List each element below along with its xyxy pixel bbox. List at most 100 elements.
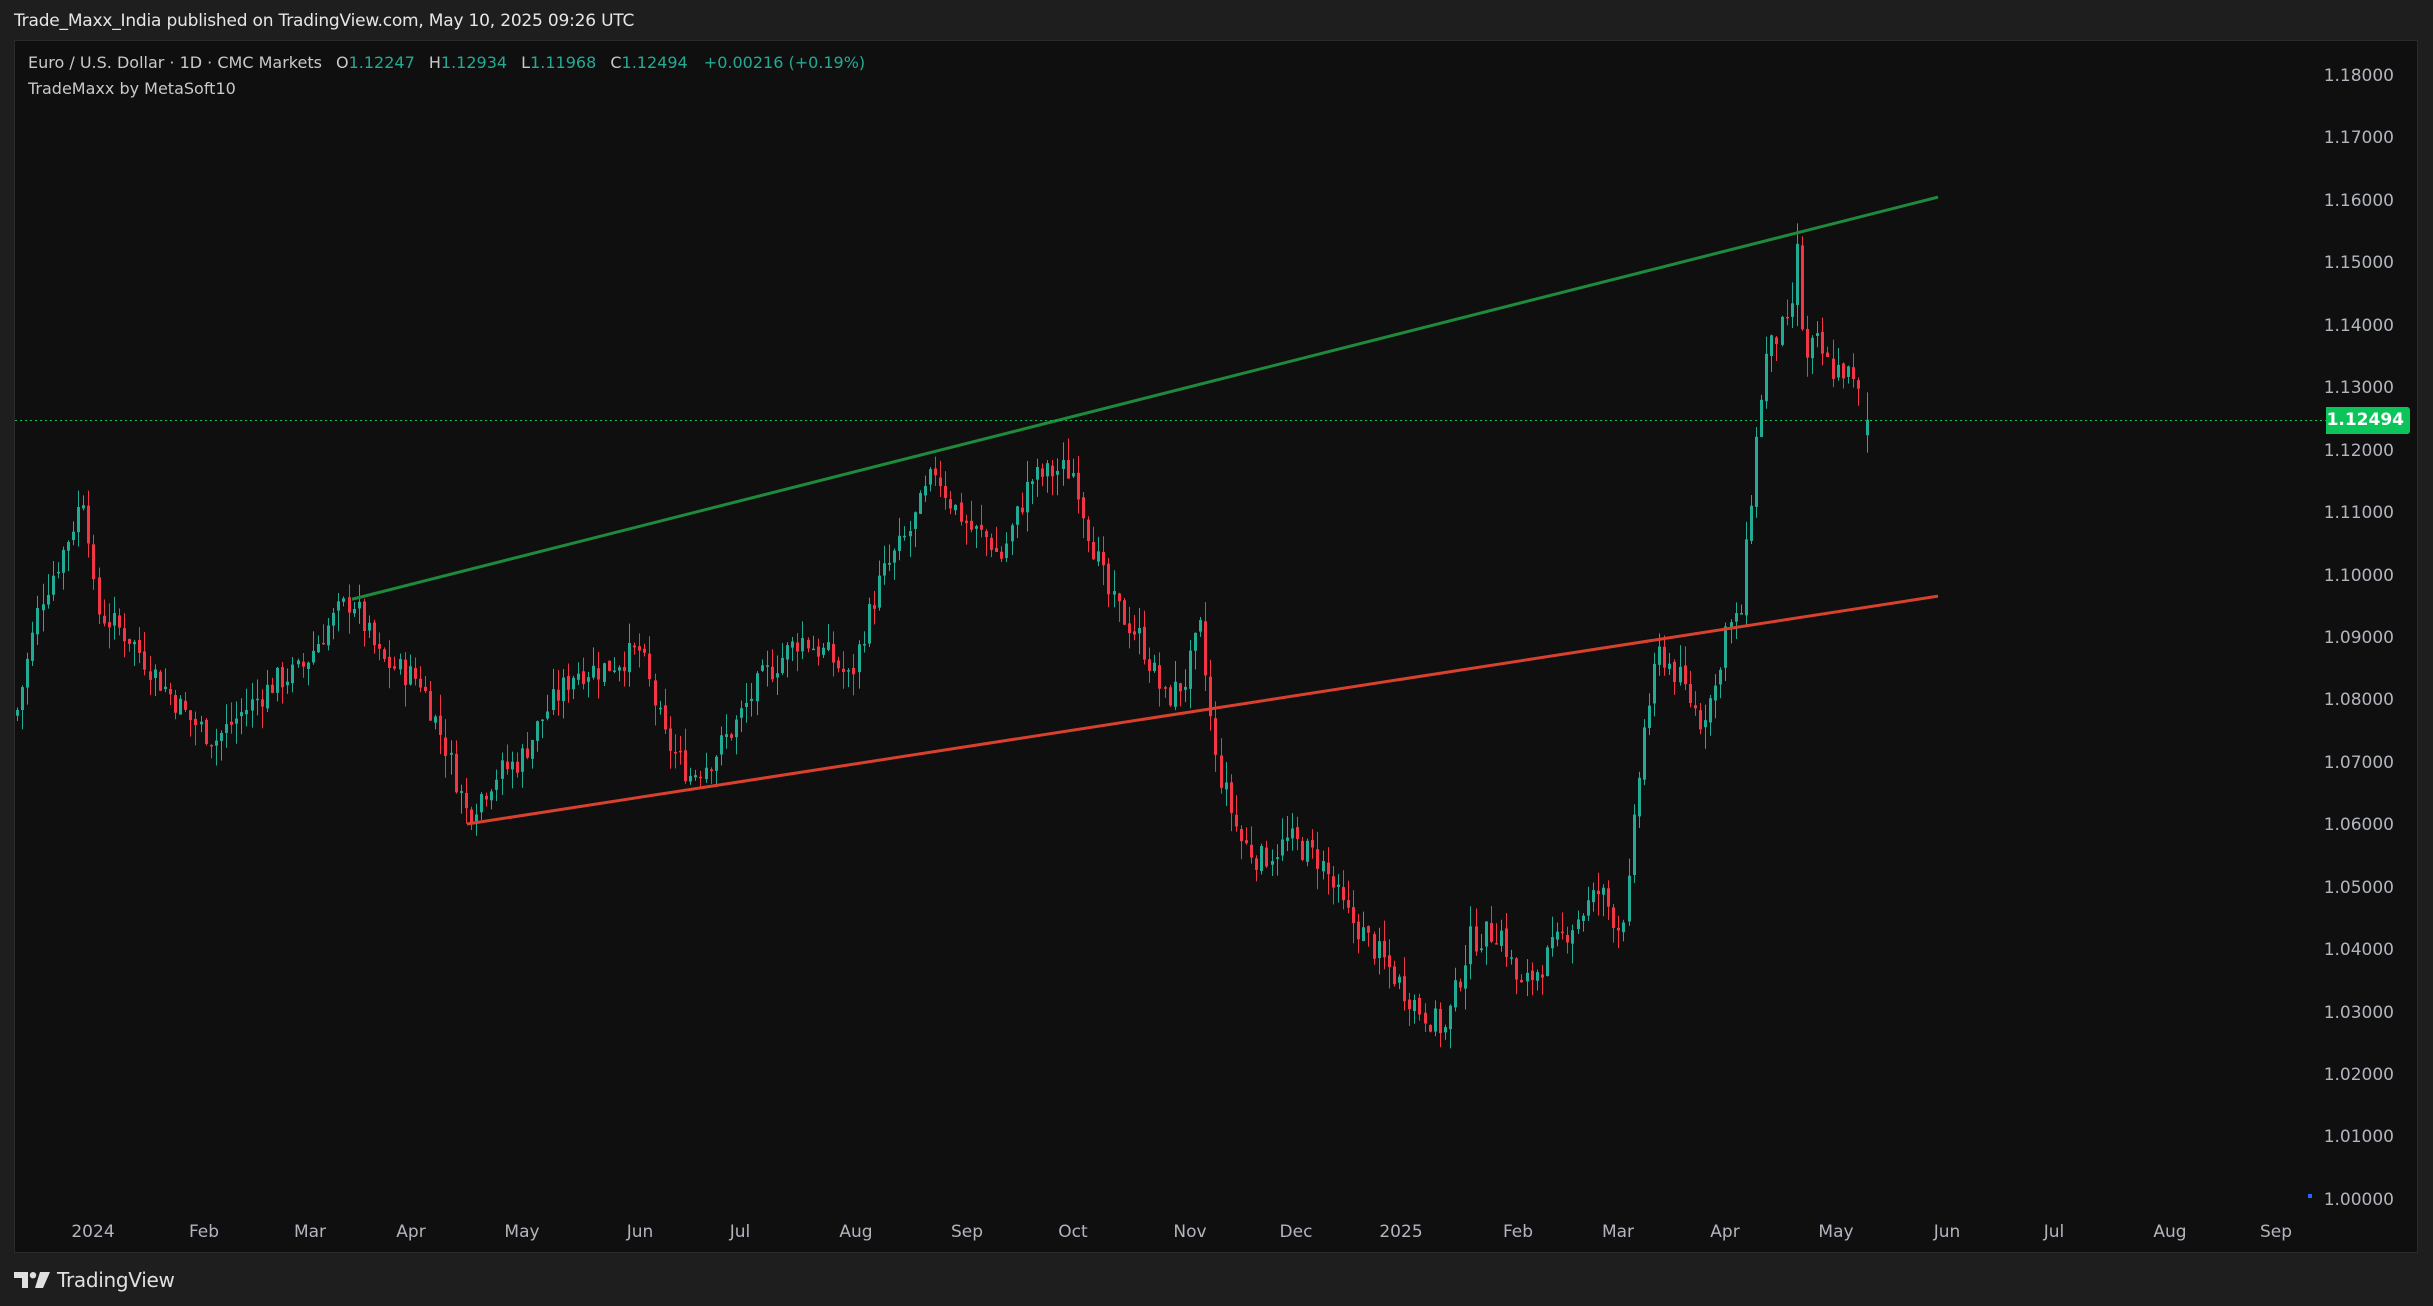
candle-body <box>98 577 101 615</box>
candle-body <box>628 642 631 673</box>
candle-body <box>1133 631 1136 635</box>
candle-body <box>1362 927 1365 941</box>
candle-body <box>745 702 748 707</box>
candle-body <box>1373 934 1376 959</box>
candle-body <box>399 658 402 670</box>
candle-body <box>378 644 381 649</box>
candle-body <box>302 661 305 667</box>
candle-body <box>720 735 723 755</box>
candle-body <box>348 597 351 613</box>
candle-body <box>1398 976 1401 983</box>
candle-body <box>1439 1008 1442 1034</box>
candle-body <box>1454 980 1457 1008</box>
candle-body <box>225 724 228 733</box>
candle-body <box>373 622 376 646</box>
candle-body <box>1791 303 1794 317</box>
candle-body <box>1352 907 1355 924</box>
candle-body <box>368 622 371 631</box>
candle-body <box>1072 473 1075 477</box>
candle-body <box>1388 955 1391 968</box>
candle-body <box>194 718 197 726</box>
candle-body <box>970 520 973 530</box>
candle-body <box>1444 1027 1447 1033</box>
time-tick: 2024 <box>71 1222 115 1242</box>
candle-body <box>1826 352 1829 358</box>
candle-body <box>1689 683 1692 704</box>
candle-body <box>664 705 667 730</box>
candle-body <box>511 761 514 770</box>
indicator-row: TradeMaxx by MetaSoft10 <box>28 79 865 105</box>
candle-body <box>903 535 906 538</box>
candle-body <box>1541 974 1544 978</box>
time-tick: Aug <box>2153 1222 2187 1242</box>
candle-body <box>230 721 233 725</box>
candle-body <box>1638 777 1641 817</box>
publish-info: Trade_Maxx_India published on TradingVie… <box>14 11 635 31</box>
candle-body <box>235 718 238 724</box>
candle-body <box>761 665 764 671</box>
candle-body <box>827 642 830 650</box>
candle-body <box>393 666 396 669</box>
support-trendline[interactable] <box>466 594 1939 826</box>
candle-body <box>179 698 182 715</box>
time-tick: Jun <box>1933 1222 1961 1242</box>
resistance-trendline[interactable] <box>351 195 1939 601</box>
candle-body <box>1801 245 1804 330</box>
candle-body <box>546 711 549 719</box>
candle-body <box>1255 858 1258 870</box>
candle-body <box>776 673 779 678</box>
candle-body <box>1174 681 1177 707</box>
candle-body <box>1403 976 1406 1002</box>
candle-body <box>1475 926 1478 952</box>
candle-body <box>1184 686 1187 690</box>
candle-body <box>1250 844 1253 858</box>
candle-body <box>31 632 34 661</box>
candle-body <box>914 512 917 529</box>
candle-body <box>1240 828 1243 842</box>
candle-body <box>1536 972 1539 981</box>
price-tick: 1.18000 <box>2323 66 2394 86</box>
candle-body <box>271 684 274 693</box>
candle-body <box>444 737 447 756</box>
candle-body <box>1118 593 1121 602</box>
candle-body <box>985 531 988 538</box>
symbol-title[interactable]: Euro / U.S. Dollar · 1D · CMC Markets <box>28 53 322 72</box>
chart-panel[interactable] <box>14 40 2418 1253</box>
candle-body <box>1316 849 1319 869</box>
candle-body <box>710 769 713 771</box>
candle-body <box>383 649 386 659</box>
candle-body <box>1214 718 1217 755</box>
time-tick: May <box>1818 1222 1854 1242</box>
price-tick: 1.03000 <box>2323 1002 2394 1023</box>
candle-body <box>1566 934 1569 943</box>
candle-body <box>210 744 213 747</box>
candle-body <box>1765 353 1768 402</box>
tradingview-logo[interactable]: TradingView <box>14 1268 175 1292</box>
candle-body <box>1342 887 1345 901</box>
candle-body <box>1031 481 1034 485</box>
price-tick: 1.10000 <box>2323 565 2394 586</box>
candle-body <box>1842 363 1845 379</box>
candle-body <box>1786 316 1789 319</box>
candle-body <box>1378 941 1381 959</box>
candle-body <box>638 646 641 651</box>
candle-body <box>781 657 784 673</box>
candle-body <box>1628 875 1631 922</box>
candle-body <box>1367 926 1370 933</box>
candle-body <box>842 668 845 673</box>
candle-body <box>143 651 146 670</box>
indicator-title[interactable]: TradeMaxx by MetaSoft10 <box>28 79 236 98</box>
candle-body <box>1709 698 1712 723</box>
candle-body <box>1500 930 1503 946</box>
candle-body <box>1612 907 1615 929</box>
candle-body <box>414 667 417 679</box>
candle-body <box>1000 551 1003 559</box>
candle-body <box>1429 1025 1432 1032</box>
candle-body <box>562 677 565 702</box>
candle-body <box>1668 663 1671 669</box>
candle-body <box>572 677 575 690</box>
candle-body <box>730 734 733 738</box>
candle-body <box>526 748 529 758</box>
time-tick: Feb <box>1502 1222 1534 1242</box>
